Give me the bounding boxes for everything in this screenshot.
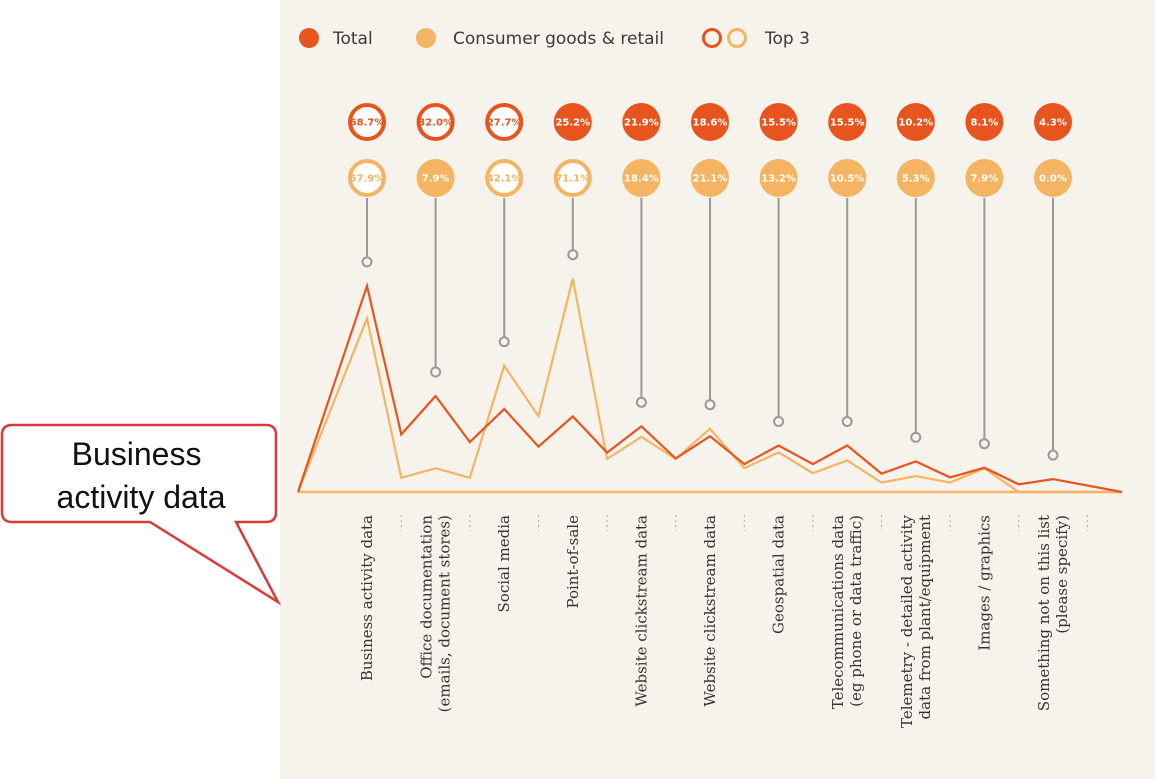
category-label: Office documentation	[418, 515, 436, 679]
callout-line-1: Business	[72, 436, 202, 472]
connector-marker	[635, 396, 647, 408]
category-label: Social media	[495, 515, 513, 613]
category-label-group: Telemetry - detailed activity data from p…	[898, 514, 934, 728]
callout-bubble	[0, 423, 282, 606]
consumer-bubble	[965, 159, 1004, 197]
legend-consumer-label: Consumer goods & retail	[453, 29, 664, 49]
consumer-value-label: 42.1%	[487, 174, 522, 185]
total-bubble	[348, 103, 386, 141]
consumer-bubble	[622, 159, 661, 197]
consumer-value-label: 7.9%	[971, 174, 999, 185]
total-bubble	[622, 103, 661, 141]
legend-top3-label: Top 3	[764, 29, 810, 49]
category-label: (eg phone or data traffic)	[847, 515, 865, 707]
consumer-series-line	[296, 278, 1122, 494]
category-label: Business activity data	[358, 515, 376, 681]
consumer-value-label: 0.0%	[1039, 174, 1067, 185]
consumer-bubble	[1034, 159, 1072, 197]
consumer-value-label: 7.9%	[422, 174, 450, 185]
consumer-bubble	[416, 159, 455, 197]
legend: Total Consumer goods & retail Top 3	[299, 28, 810, 49]
category-label: Something not on this list	[1035, 515, 1053, 711]
total-value-label: 18.6%	[693, 118, 728, 129]
consumer-bubble	[759, 159, 798, 197]
total-bubble	[691, 103, 729, 141]
callout-text: Business activity data	[57, 436, 226, 515]
total-value-label: 32.0%	[418, 118, 453, 129]
category-label: Geospatial data	[770, 515, 788, 634]
category-label-group: Website clickstream data	[632, 515, 650, 707]
category-label: (emails, document stores)	[436, 515, 454, 712]
connector-marker	[1047, 449, 1059, 461]
connector-marker	[841, 416, 853, 427]
total-value-label: 15.5%	[761, 118, 796, 129]
total-series-line	[296, 281, 1123, 494]
callout-line-2: activity data	[57, 479, 226, 515]
consumer-bubble	[553, 159, 592, 197]
category-label-group: Geospatial data	[770, 515, 788, 634]
consumer-value-label: 13.2%	[761, 174, 796, 185]
category-label: Website clickstream data	[701, 515, 719, 707]
category-label-group: Point-of-sale	[564, 515, 582, 609]
consumer-bubble	[896, 159, 935, 197]
total-bubble	[965, 103, 1004, 141]
consumer-value-label: 18.4%	[624, 174, 659, 185]
category-label-group: Images / graphics	[975, 515, 993, 651]
consumer-bubble	[485, 159, 524, 197]
consumer-value-label: 21.1%	[693, 174, 728, 185]
category-label: Point-of-sale	[564, 515, 582, 609]
total-bubble	[896, 103, 935, 141]
total-bubble	[416, 103, 455, 141]
category-label-group: Telecommunications data (eg phone or data…	[829, 515, 865, 709]
total-bubble	[759, 103, 798, 141]
total-value-label: 4.3%	[1039, 118, 1067, 129]
legend-top3-total-ring	[702, 28, 722, 48]
legend-total-marker	[299, 28, 319, 48]
total-bubble	[1034, 103, 1072, 141]
category-label: Telecommunications data	[829, 515, 847, 709]
legend-top3-consumer-ring	[727, 28, 747, 48]
consumer-bubble	[348, 159, 386, 197]
plot-area: 68.7% 57.9% Business activity data 32.0% 7.9…	[296, 103, 1123, 728]
connector-marker	[978, 438, 990, 450]
connector-marker	[361, 256, 373, 268]
category-label: (please specify)	[1053, 515, 1071, 634]
legend-consumer-marker	[416, 28, 436, 48]
category-label-group: Something not on this list (please specif…	[1035, 515, 1071, 711]
consumer-bubble	[828, 159, 867, 197]
connector-marker	[704, 399, 716, 411]
connector-marker	[567, 249, 579, 261]
total-bubble	[553, 103, 592, 141]
category-label-group: Business activity data	[358, 515, 376, 681]
category-label-group: Website clickstream data	[701, 515, 719, 707]
consumer-value-label: 71.1%	[555, 174, 590, 185]
legend-total-label: Total	[332, 29, 373, 49]
category-label: Images / graphics	[975, 515, 993, 651]
total-bubble	[828, 103, 867, 141]
consumer-value-label: 57.9%	[350, 174, 385, 185]
total-value-label: 68.7%	[350, 118, 385, 129]
connector-marker	[773, 416, 785, 427]
category-label-group: Social media	[495, 515, 513, 613]
total-bubble	[485, 103, 524, 141]
connector-marker	[910, 431, 922, 443]
category-label-group: Office documentation (emails, document st…	[418, 515, 454, 713]
category-label: Telemetry - detailed activity	[898, 514, 916, 728]
total-value-label: 8.1%	[971, 118, 999, 129]
total-value-label: 10.2%	[898, 118, 933, 129]
consumer-bubble	[691, 159, 729, 197]
connector-marker	[430, 366, 442, 378]
total-value-label: 21.9%	[624, 118, 659, 129]
consumer-value-label: 5.3%	[902, 174, 930, 185]
callout: Business activity data	[0, 423, 282, 606]
total-value-label: 25.2%	[555, 118, 590, 129]
consumer-value-label: 10.5%	[830, 174, 865, 185]
connector-marker	[498, 336, 510, 348]
category-label: Website clickstream data	[632, 515, 650, 707]
total-value-label: 15.5%	[830, 118, 865, 129]
category-label: data from plant/equipment	[916, 515, 934, 719]
total-value-label: 27.7%	[487, 118, 522, 129]
